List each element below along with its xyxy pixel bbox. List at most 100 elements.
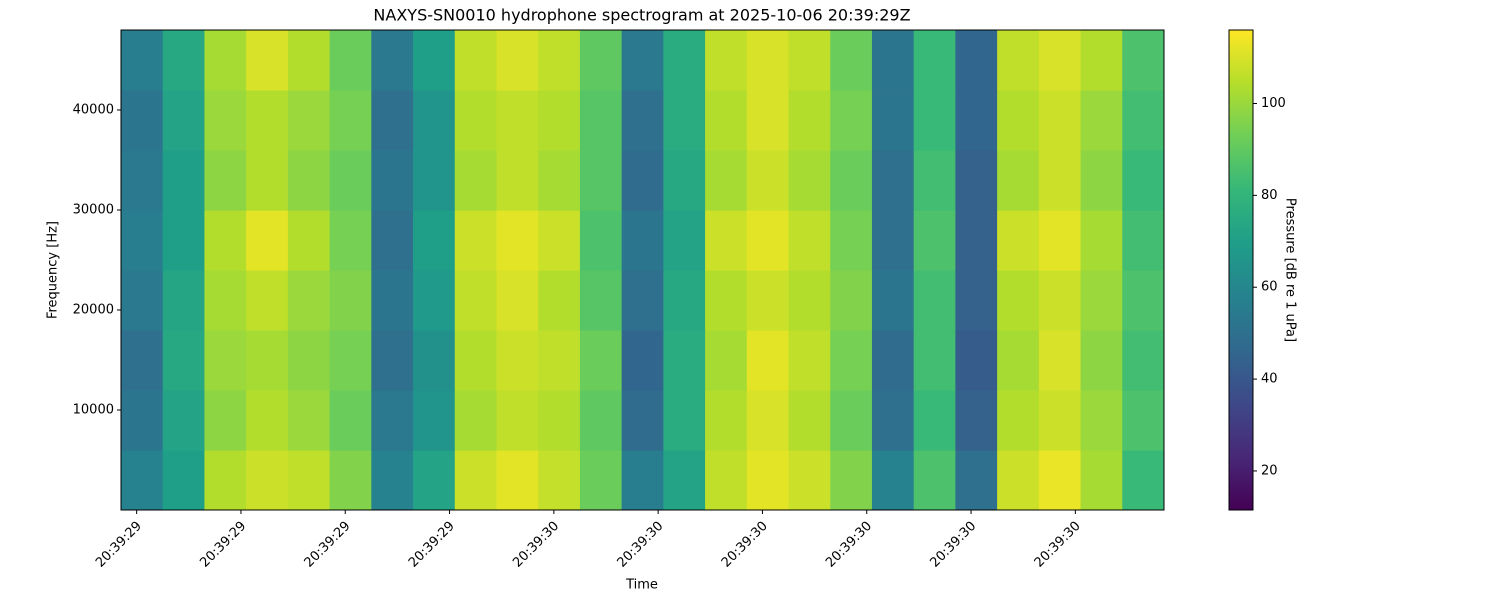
heatmap-cell: [371, 270, 414, 331]
y-tick-label: 10000: [73, 403, 114, 418]
heatmap-cell: [538, 330, 581, 391]
heatmap-cell: [413, 330, 456, 391]
heatmap-cell: [204, 330, 247, 391]
x-tick-label: 20:39:30: [510, 519, 562, 571]
heatmap-cell: [246, 450, 289, 510]
heatmap-cell: [121, 30, 164, 91]
heatmap-cell: [246, 390, 289, 451]
heatmap-cell: [538, 150, 581, 211]
heatmap-cell: [997, 90, 1040, 151]
heatmap-cell: [371, 90, 414, 151]
heatmap-cell: [913, 30, 956, 91]
heatmap-cell: [329, 450, 372, 510]
x-tick-label: 20:39:29: [197, 519, 249, 571]
heatmap-cell: [454, 90, 498, 151]
heatmap-cell: [246, 210, 289, 271]
heatmap-cell: [579, 150, 623, 211]
heatmap-cell: [788, 150, 831, 211]
heatmap-cell: [496, 90, 539, 151]
heatmap-cell: [705, 450, 748, 510]
heatmap-cell: [579, 390, 623, 451]
heatmap-cell: [871, 450, 915, 510]
heatmap-cell: [955, 390, 998, 451]
heatmap-cell: [413, 90, 456, 151]
heatmap-cell: [1080, 270, 1123, 331]
heatmap-cell: [705, 210, 748, 271]
heatmap-cell: [413, 390, 456, 451]
heatmap-cell: [621, 90, 664, 151]
heatmap-cell: [246, 90, 289, 151]
heatmap-cell: [997, 150, 1040, 211]
heatmap-cell: [121, 210, 164, 271]
heatmap-cell: [538, 390, 581, 451]
heatmap-cell: [705, 270, 748, 331]
heatmap-cell: [788, 330, 831, 391]
heatmap-cell: [871, 270, 915, 331]
heatmap-cell: [955, 450, 998, 510]
heatmap-cell: [329, 270, 372, 331]
heatmap-cell: [1038, 270, 1082, 331]
heatmap-cell: [830, 330, 873, 391]
heatmap-cell: [287, 450, 331, 510]
heatmap-cell: [705, 30, 748, 91]
heatmap-cell: [621, 210, 664, 271]
x-axis-label: Time: [625, 578, 658, 593]
heatmap-cell: [246, 330, 289, 391]
heatmap-cell: [871, 390, 915, 451]
heatmap-cell: [454, 270, 498, 331]
heatmap-cell: [871, 30, 915, 91]
heatmap-cell: [162, 90, 206, 151]
colorbar-tick-label: 80: [1261, 188, 1278, 203]
heatmap-cell: [1038, 150, 1082, 211]
colorbar-tick-label: 20: [1261, 463, 1278, 478]
heatmap-cell: [1122, 210, 1164, 271]
heatmap-cell: [1038, 390, 1082, 451]
heatmap-cell: [871, 150, 915, 211]
x-tick-label: 20:39:30: [823, 519, 875, 571]
heatmap-cell: [371, 330, 414, 391]
heatmap-cell: [1080, 390, 1123, 451]
heatmap-cell: [997, 30, 1040, 91]
heatmap-cell: [913, 150, 956, 211]
colorbar-tick-label: 100: [1261, 96, 1286, 111]
heatmap-cell: [204, 390, 247, 451]
heatmap-cell: [997, 390, 1040, 451]
heatmap-cell: [955, 330, 998, 391]
heatmap-cell: [329, 150, 372, 211]
heatmap-cell: [329, 390, 372, 451]
x-tick-label: 20:39:30: [927, 519, 979, 571]
heatmap-cell: [1122, 90, 1164, 151]
heatmap-cell: [413, 210, 456, 271]
heatmap-cell: [788, 270, 831, 331]
colorbar-tick-label: 60: [1261, 280, 1278, 295]
heatmap-cell: [579, 90, 623, 151]
heatmap-cell: [162, 390, 206, 451]
heatmap-cell: [371, 150, 414, 211]
heatmap-cell: [329, 330, 372, 391]
colorbar-label: Pressure [dB re 1 uPa]: [1283, 198, 1298, 342]
heatmap-cell: [663, 90, 706, 151]
chart-title: NAXYS-SN0010 hydrophone spectrogram at 2…: [373, 6, 910, 25]
heatmap-cell: [454, 330, 498, 391]
heatmap-cell: [1038, 210, 1082, 271]
heatmap-cell: [663, 30, 706, 91]
colorbar-tick-label: 40: [1261, 372, 1278, 387]
heatmap-cell: [287, 390, 331, 451]
heatmap-cell: [287, 210, 331, 271]
heatmap-cell: [621, 150, 664, 211]
x-tick-label: 20:39:29: [406, 519, 458, 571]
heatmap-cell: [663, 390, 706, 451]
heatmap-cell: [830, 450, 873, 510]
heatmap-cell: [746, 330, 790, 391]
heatmap-cell: [162, 270, 206, 331]
y-tick-label: 20000: [73, 303, 114, 318]
heatmap-cell: [538, 270, 581, 331]
heatmap-cell: [788, 390, 831, 451]
heatmap-cell: [496, 30, 539, 91]
heatmap-cell: [496, 330, 539, 391]
heatmap-cell: [621, 30, 664, 91]
heatmap-cell: [830, 210, 873, 271]
heatmap-cell: [621, 270, 664, 331]
heatmap-cell: [788, 90, 831, 151]
heatmap-cell: [1080, 30, 1123, 91]
